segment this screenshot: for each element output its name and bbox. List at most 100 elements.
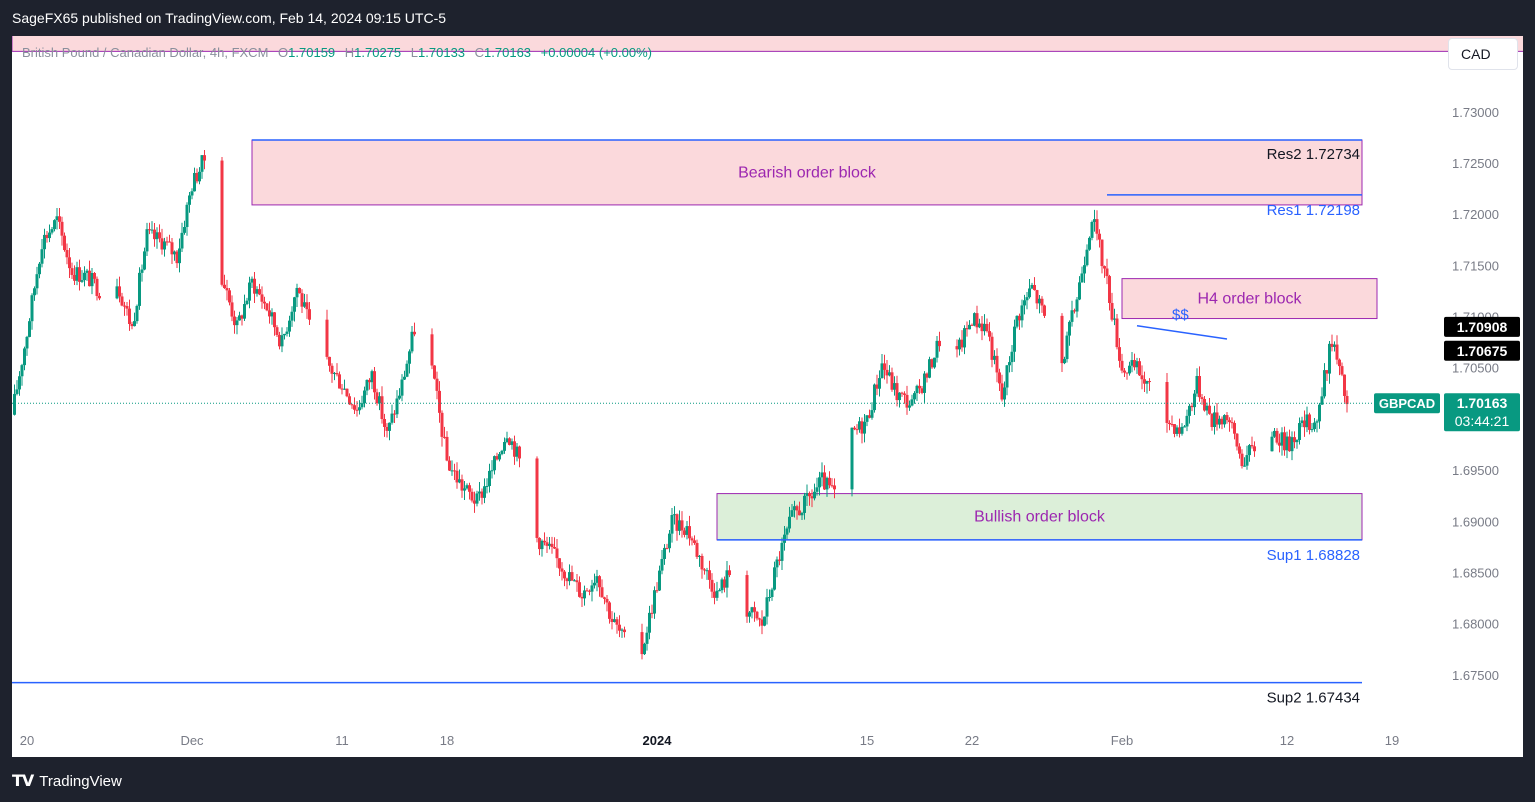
candle-body bbox=[468, 485, 471, 492]
price-tag bbox=[1444, 340, 1520, 361]
candle-body bbox=[410, 331, 414, 352]
candle-body bbox=[565, 578, 569, 582]
candle-body bbox=[1103, 266, 1106, 269]
candle-body bbox=[68, 257, 71, 269]
candle-body bbox=[173, 251, 176, 255]
candle-body bbox=[70, 268, 74, 275]
candle-body bbox=[478, 491, 481, 494]
candle-body bbox=[33, 288, 36, 296]
candle-body bbox=[193, 172, 196, 192]
candle-body bbox=[990, 336, 994, 360]
candle-body bbox=[353, 405, 356, 410]
candle-body bbox=[723, 579, 726, 588]
open-value: 1.70159 bbox=[288, 45, 336, 60]
candle-body bbox=[988, 331, 991, 337]
candle-body bbox=[360, 403, 364, 408]
candle-body bbox=[1020, 305, 1024, 321]
candle-body bbox=[1138, 361, 1141, 376]
candle-body bbox=[660, 558, 664, 571]
candle-body bbox=[405, 363, 409, 377]
candle-body bbox=[1025, 297, 1029, 301]
candle-body bbox=[228, 290, 231, 303]
candle-body bbox=[993, 355, 996, 360]
candle-body bbox=[683, 530, 686, 535]
candle-body bbox=[658, 570, 661, 591]
x-tick-label: 11 bbox=[335, 733, 349, 748]
candle-body bbox=[1000, 383, 1004, 400]
candle-body bbox=[933, 357, 936, 368]
candle-body bbox=[1040, 298, 1044, 306]
candle-body bbox=[160, 238, 164, 250]
candle-body bbox=[443, 436, 446, 438]
footer: 𝗧𝗩 TradingView bbox=[0, 757, 1535, 802]
candle-body bbox=[558, 558, 561, 569]
candle-body bbox=[325, 319, 329, 357]
candle-body bbox=[378, 396, 381, 404]
chart-area[interactable]: 1.675001.680001.685001.690001.695001.700… bbox=[12, 36, 1523, 757]
candle-body bbox=[130, 323, 134, 327]
high-value: 1.70275 bbox=[354, 45, 402, 60]
candle-body bbox=[1215, 412, 1219, 425]
candle-body bbox=[1228, 420, 1231, 423]
candle-body bbox=[760, 619, 764, 626]
candle-body bbox=[968, 324, 971, 330]
candle-body bbox=[695, 542, 699, 557]
y-tick-label: 1.69000 bbox=[1452, 514, 1499, 529]
symbol-badge bbox=[1374, 393, 1440, 414]
candle-body bbox=[975, 313, 979, 328]
candle-body bbox=[765, 597, 769, 617]
candle-body bbox=[850, 427, 854, 490]
candle-body bbox=[748, 612, 751, 617]
candle-body bbox=[413, 331, 416, 335]
candle-body bbox=[460, 479, 464, 491]
candle-body bbox=[1165, 382, 1169, 423]
candle-body bbox=[383, 419, 386, 427]
candle-body bbox=[83, 272, 86, 281]
candle-body bbox=[1015, 315, 1019, 327]
candle-body bbox=[780, 542, 784, 561]
candle-body bbox=[653, 590, 656, 614]
currency-selector[interactable]: CAD bbox=[1448, 38, 1518, 70]
candle-body bbox=[1195, 376, 1199, 394]
candle-body bbox=[1140, 375, 1144, 380]
candle-body bbox=[93, 273, 96, 279]
candle-body bbox=[1300, 420, 1304, 424]
candle-body bbox=[340, 388, 344, 390]
candle-body bbox=[1333, 344, 1336, 347]
tradingview-logo[interactable]: 𝗧𝗩 TradingView bbox=[12, 771, 122, 791]
candle-body bbox=[1075, 299, 1079, 312]
price-chart[interactable]: 1.675001.680001.685001.690001.695001.700… bbox=[12, 36, 1523, 757]
candle-body bbox=[1278, 442, 1281, 446]
candle-body bbox=[1203, 398, 1206, 411]
candle-body bbox=[403, 376, 406, 380]
candle-body bbox=[243, 304, 246, 319]
candle-body bbox=[1178, 427, 1181, 434]
y-tick-label: 1.67500 bbox=[1452, 668, 1499, 683]
low-label: L bbox=[410, 45, 419, 60]
candle-body bbox=[1295, 439, 1299, 443]
candle-body bbox=[283, 333, 286, 336]
candle-body bbox=[590, 585, 594, 592]
candle-body bbox=[155, 232, 159, 240]
candle-body bbox=[690, 538, 694, 541]
candle-body bbox=[705, 570, 709, 572]
candle-body bbox=[1038, 298, 1041, 304]
currency-label: CAD bbox=[1461, 46, 1491, 62]
candle-body bbox=[78, 267, 81, 282]
candle-body bbox=[923, 373, 926, 393]
candle-body bbox=[880, 363, 884, 379]
candle-body bbox=[1073, 310, 1076, 312]
candle-body bbox=[803, 495, 806, 513]
candle-body bbox=[928, 359, 931, 378]
candle-body bbox=[585, 590, 589, 592]
candle-body bbox=[1030, 284, 1034, 289]
candle-body bbox=[1105, 268, 1109, 277]
candle-body bbox=[853, 427, 856, 430]
candle-body bbox=[395, 398, 399, 415]
candle-body bbox=[703, 569, 706, 571]
candle-body bbox=[408, 351, 411, 364]
y-tick-label: 1.69500 bbox=[1452, 463, 1499, 478]
x-tick-label: 19 bbox=[1385, 733, 1399, 748]
candle-body bbox=[515, 446, 519, 457]
candle-body bbox=[465, 485, 469, 489]
